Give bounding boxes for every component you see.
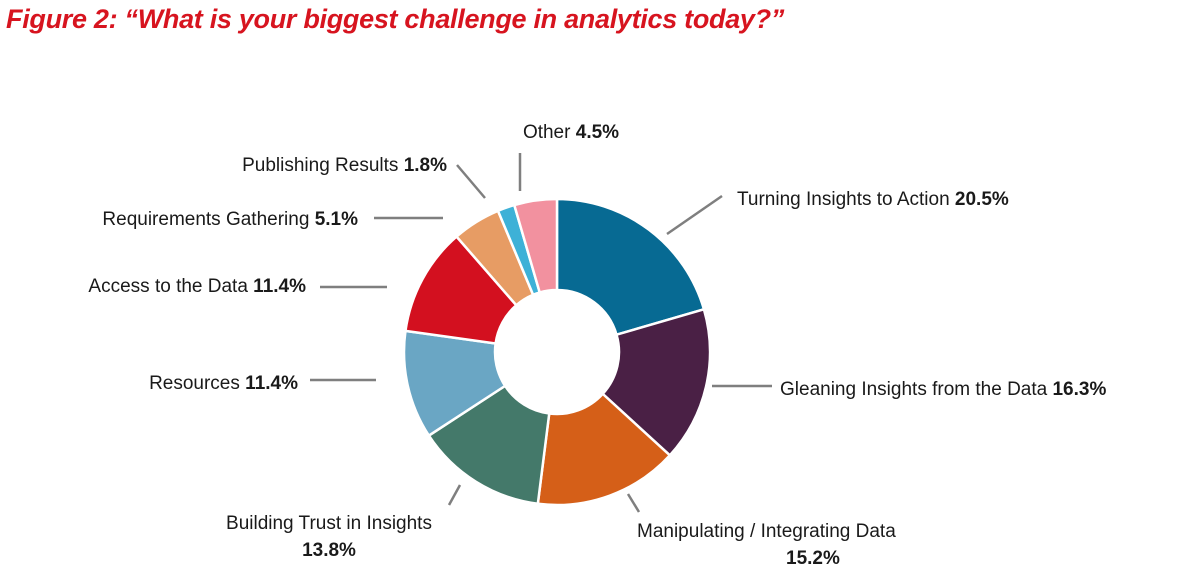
leader-line-building-trust-in-insights xyxy=(447,484,462,506)
category-label-building-trust-in-insights: Building Trust in Insights xyxy=(226,513,432,534)
data-label-access-to-the-data: Access to the Data 11.4% xyxy=(88,276,306,297)
slice-other xyxy=(512,197,559,295)
slices-group xyxy=(402,197,712,507)
slice-turning-insights-to-action xyxy=(555,197,706,337)
data-label-gleaning-insights-from-the-data: Gleaning Insights from the Data 16.3% xyxy=(780,379,1106,400)
leader-lines-group xyxy=(310,153,772,513)
data-label-resources: Resources 11.4% xyxy=(149,373,298,394)
data-label-other: Other 4.5% xyxy=(523,122,619,143)
value-label-building-trust-in-insights: 13.8% xyxy=(302,540,356,561)
leader-line-manipulating-integrating-data xyxy=(626,493,641,513)
slice-gleaning-insights-from-the-data xyxy=(600,307,712,458)
data-label-requirements-gathering: Requirements Gathering 5.1% xyxy=(102,209,358,230)
labels-group: Turning Insights to Action 20.5% Gleaning… xyxy=(88,122,1106,569)
chart-title: Figure 2: “What is your biggest challeng… xyxy=(6,4,785,34)
value-label-manipulating-integrating-data: 15.2% xyxy=(786,548,840,569)
data-label-publishing-results: Publishing Results 1.8% xyxy=(242,155,447,176)
leader-line-turning-insights-to-action xyxy=(666,194,723,236)
category-label-manipulating-integrating-data: Manipulating / Integrating Data xyxy=(637,521,896,542)
data-label-turning-insights-to-action: Turning Insights to Action 20.5% xyxy=(737,189,1009,210)
slice-manipulating-integrating-data xyxy=(536,392,672,507)
leader-line-publishing-results xyxy=(456,164,486,199)
